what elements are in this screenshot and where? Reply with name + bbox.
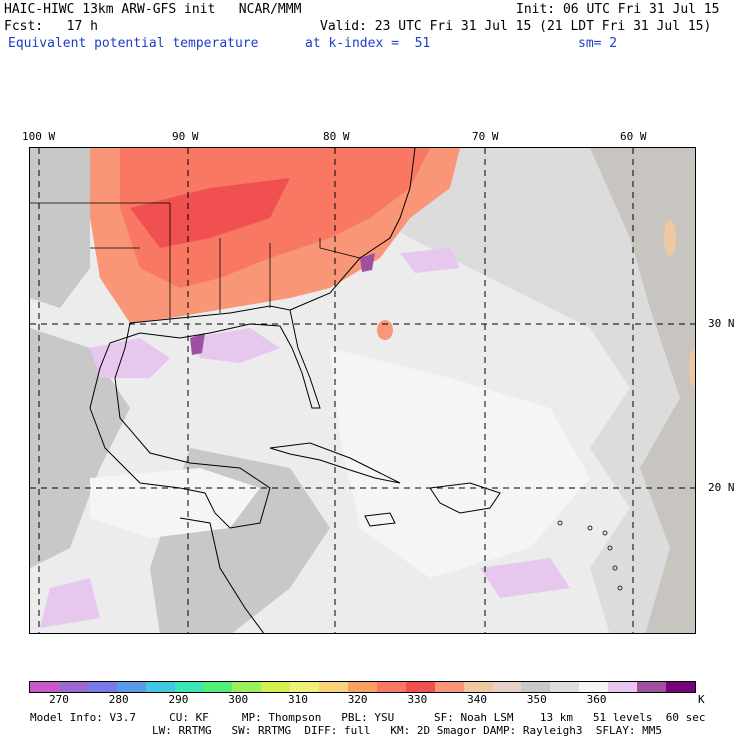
colorbar-tick-label: 330 [407, 693, 428, 706]
coastline-gulf [89, 305, 321, 529]
colorbar-segment [550, 682, 580, 692]
colorbar-segment [434, 682, 464, 692]
colorbar-segment [579, 682, 609, 692]
colorbar-tick-label: 280 [108, 693, 129, 706]
colorbar-tick-label: 290 [168, 693, 189, 706]
colorbar-segment [116, 682, 146, 692]
lat-label-20n: 20 N [708, 481, 735, 494]
colorbar-segment [521, 682, 551, 692]
colorbar-segment [203, 682, 233, 692]
colorbar-segment [637, 682, 666, 692]
political-borders [30, 202, 361, 323]
smoothing-info: sm= 2 [578, 36, 618, 51]
field-name: Equivalent potential temperature [8, 36, 259, 51]
coastline-cuba [269, 442, 401, 484]
colorbar-tick-label: 270 [49, 693, 69, 706]
purple-patch [190, 328, 280, 363]
lon-label-100w: 100 W [22, 130, 56, 143]
colorbar-segment [376, 682, 406, 692]
orange-cell [689, 348, 695, 388]
colorbar-segment [232, 682, 262, 692]
colorbar-unit: K [698, 693, 705, 706]
ocean-tan-region [590, 148, 695, 633]
gulf-gray-region [30, 328, 130, 568]
colorbar-tick-label: 360 [586, 693, 607, 706]
orange-cell [377, 320, 393, 340]
purple-patch [480, 558, 570, 598]
colorbar-segment [319, 682, 348, 692]
colorbar-segment [347, 682, 377, 692]
lon-label-80w: 80 W [323, 130, 350, 143]
colorbar-tick-label: 300 [228, 693, 249, 706]
level-info: at k-index = 51 [305, 36, 431, 51]
ocean-gray-region [330, 148, 695, 633]
lesser-antilles [557, 520, 623, 591]
colorbar-tick-label: 310 [287, 693, 308, 706]
colorbar-segment [665, 682, 695, 692]
lon-label-70w: 70 W [472, 130, 499, 143]
colorbar-tick-label: 350 [526, 693, 547, 706]
colorbar-tick-label: 320 [347, 693, 368, 706]
purple-patch [400, 248, 460, 273]
model-info-line2: LW: RRTMG SW: RRTMG DIFF: full KM: 2D Sm… [152, 724, 662, 737]
purple-patch [40, 578, 100, 628]
warm-region-red [120, 148, 430, 288]
colorbar-segment [87, 682, 117, 692]
colorbar-tick-label: 340 [467, 693, 488, 706]
colorbar-segment [174, 682, 204, 692]
colorbar-segment [261, 682, 291, 692]
lat-label-30n: 30 N [708, 317, 735, 330]
lon-label-90w: 90 W [172, 130, 199, 143]
init-time: Init: 06 UTC Fri 31 Jul 15 [516, 2, 720, 17]
purple-patch-dark [360, 253, 375, 272]
atlantic-white-region [330, 348, 590, 578]
lon-label-60w: 60 W [620, 130, 647, 143]
coastline-hispaniola [429, 482, 501, 514]
west-gray-region [30, 148, 90, 308]
colorbar-segment [492, 682, 522, 692]
lat-lon-grid [30, 148, 695, 633]
colorbar [29, 681, 696, 693]
theta-e-map [30, 148, 695, 633]
colorbar-segment [30, 682, 59, 692]
model-info-line1: Model Info: V3.7 CU: KF MP: Thompson PBL… [30, 711, 706, 724]
colorbar-segment [608, 682, 638, 692]
gulf-white-region [90, 468, 260, 538]
forecast-hour: Fcst: 17 h [4, 19, 98, 34]
colorbar-segment [58, 682, 88, 692]
purple-patch-dark [190, 333, 205, 355]
coastline-central-america [179, 517, 265, 633]
colorbar-segment [290, 682, 320, 692]
valid-time: Valid: 23 UTC Fri 31 Jul 15 (21 LDT Fri … [320, 19, 712, 34]
colorbar-segment [145, 682, 175, 692]
colorbar-segment [405, 682, 435, 692]
colorbar-segment [463, 682, 493, 692]
coastline-jamaica [364, 512, 396, 527]
coastline-atlantic [289, 148, 416, 311]
orange-cell [664, 220, 676, 256]
map-panel [29, 147, 696, 634]
map-title: HAIC-HIWC 13km ARW-GFS init NCAR/MMM [4, 2, 302, 17]
purple-patch [90, 338, 170, 378]
